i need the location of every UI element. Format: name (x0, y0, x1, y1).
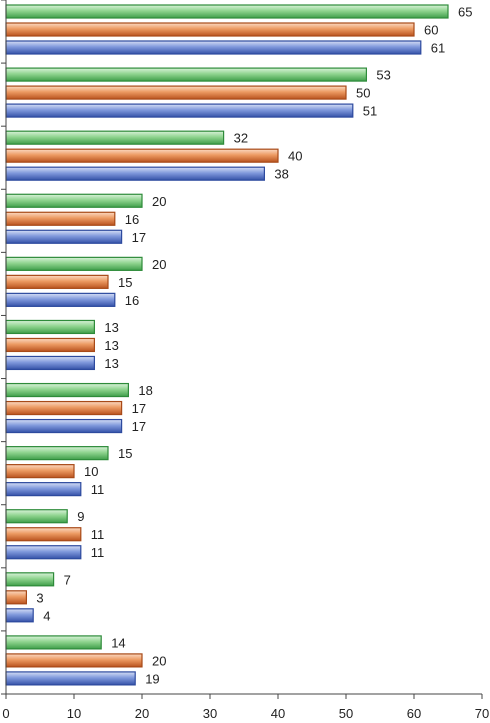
data-label-s0-g1: 53 (376, 68, 390, 83)
data-label-s0-g0: 65 (458, 5, 472, 20)
data-label-s0-g9: 7 (64, 572, 71, 587)
data-label-s0-g8: 9 (77, 509, 84, 524)
bar-s1-g8 (5, 527, 82, 542)
data-label-s0-g3: 20 (152, 194, 166, 209)
bar-s0-g1 (5, 67, 367, 82)
bar-s2-g10 (5, 671, 136, 686)
bar-s0-g10 (5, 635, 102, 650)
data-label-s0-g4: 20 (152, 257, 166, 272)
data-label-s1-g5: 13 (104, 338, 118, 353)
data-label-s1-g7: 10 (84, 464, 98, 479)
bar-s0-g9 (5, 572, 55, 587)
data-label-s1-g3: 16 (125, 212, 139, 227)
data-label-s2-g6: 17 (132, 419, 146, 434)
data-label-s1-g2: 40 (288, 149, 302, 164)
data-label-s1-g1: 50 (356, 86, 370, 101)
x-tick-label: 0 (2, 706, 9, 721)
bar-s2-g1 (5, 103, 354, 118)
bar-s1-g9 (5, 590, 27, 605)
bar-s1-g3 (5, 211, 116, 226)
data-label-s2-g2: 38 (274, 167, 288, 182)
bar-s2-g9 (5, 608, 34, 623)
bar-s0-g4 (5, 256, 143, 271)
data-label-s2-g7: 11 (91, 482, 105, 497)
data-label-s1-g4: 15 (118, 275, 132, 290)
data-label-s2-g9: 4 (43, 608, 50, 623)
data-label-s2-g0: 61 (431, 41, 445, 56)
bar-s0-g0 (5, 4, 449, 19)
data-label-s0-g10: 14 (111, 635, 125, 650)
bar-s0-g2 (5, 130, 225, 145)
x-tick-label: 60 (407, 706, 421, 721)
data-label-s0-g5: 13 (104, 320, 118, 335)
bar-s1-g10 (5, 653, 143, 668)
data-label-s2-g3: 17 (132, 230, 146, 245)
bar-s0-g3 (5, 193, 143, 208)
data-label-s1-g9: 3 (36, 590, 43, 605)
data-label-s0-g6: 18 (138, 383, 152, 398)
data-label-s1-g0: 60 (424, 23, 438, 38)
data-label-s2-g10: 19 (145, 671, 159, 686)
data-label-s1-g10: 20 (152, 653, 166, 668)
data-label-s2-g5: 13 (104, 356, 118, 371)
bar-s1-g5 (5, 337, 96, 353)
bar-s2-g4 (5, 292, 116, 307)
x-tick-label: 40 (271, 706, 285, 721)
x-tick-label: 70 (475, 706, 489, 721)
bar-s1-g1 (5, 85, 347, 100)
bar-s2-g3 (5, 229, 123, 244)
bar-s2-g8 (5, 545, 82, 560)
bar-s0-g7 (5, 446, 109, 461)
data-label-s1-g6: 17 (132, 401, 146, 416)
bar-s1-g4 (5, 274, 109, 289)
bar-s0-g8 (5, 509, 68, 524)
data-label-s2-g1: 51 (363, 104, 377, 119)
x-tick-label: 10 (67, 706, 81, 721)
data-label-s1-g8: 11 (91, 527, 105, 542)
bar-s0-g6 (5, 382, 130, 398)
bar-s2-g2 (5, 166, 265, 181)
bar-s1-g6 (5, 400, 123, 416)
bar-s1-g0 (5, 22, 415, 37)
x-tick-label: 50 (339, 706, 353, 721)
data-label-s0-g2: 32 (234, 131, 248, 146)
bar-s2-g0 (5, 40, 422, 55)
data-label-s2-g4: 16 (125, 293, 139, 308)
bar-s1-g7 (5, 464, 75, 479)
x-tick-label: 30 (203, 706, 217, 721)
data-label-s2-g8: 11 (91, 545, 105, 560)
bar-s2-g5 (5, 355, 96, 371)
bar-s1-g2 (5, 148, 279, 163)
bar-s2-g6 (5, 418, 123, 434)
bars-layer (5, 4, 449, 686)
x-tick-label: 20 (135, 706, 149, 721)
data-label-s0-g7: 15 (118, 446, 132, 461)
bar-s2-g7 (5, 482, 82, 497)
bar-s0-g5 (5, 319, 96, 335)
